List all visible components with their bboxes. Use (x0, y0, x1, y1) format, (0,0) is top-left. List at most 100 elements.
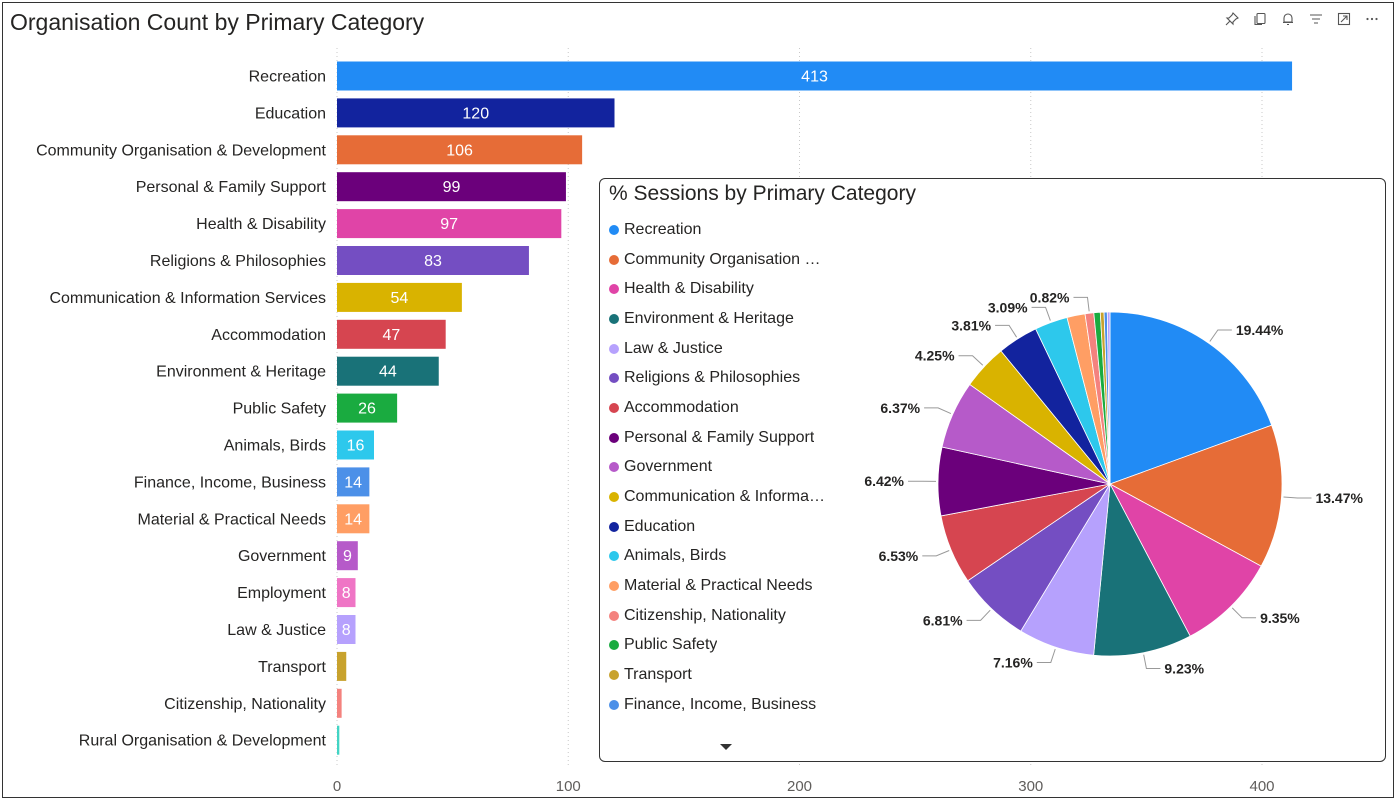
bar-community-organisation-development[interactable] (337, 135, 583, 165)
bar-health-disability[interactable] (337, 209, 562, 239)
legend-item-recreation[interactable]: Recreation (609, 215, 834, 245)
pie-data-label: 7.16% (993, 654, 1033, 670)
legend-item-health-disability[interactable]: Health & Disability (609, 274, 834, 304)
bar-law-justice[interactable] (337, 615, 356, 644)
legend-item-law-justice[interactable]: Law & Justice (609, 334, 834, 364)
pie-data-label: 9.23% (1164, 660, 1204, 676)
bar-accommodation[interactable] (337, 319, 446, 349)
pie-data-label: 9.35% (1260, 610, 1300, 626)
legend-marker (609, 462, 619, 473)
bell-icon[interactable] (1279, 10, 1297, 28)
pie-chart-title: % Sessions by Primary Category (609, 182, 916, 205)
pie-slice[interactable] (1093, 482, 1191, 657)
legend-item-transport[interactable]: Transport (609, 660, 834, 690)
y-category-label: Accommodation (211, 327, 326, 344)
y-category-label: Rural Organisation & Development (79, 733, 327, 750)
pie-data-label: 19.44% (1236, 322, 1284, 338)
pie-leader-line (1209, 329, 1232, 342)
y-category-label: Health & Disability (196, 216, 326, 233)
legend-item-personal-family-support[interactable]: Personal & Family Support (609, 423, 834, 453)
bar-data-label: 8 (342, 622, 351, 639)
bar-personal-family-support[interactable] (337, 172, 566, 202)
bar-transport[interactable] (337, 651, 347, 681)
copy-icon[interactable] (1251, 10, 1269, 28)
legend-item-government[interactable]: Government (609, 453, 834, 483)
legend-item-communication-informa[interactable]: Communication & Informa… (609, 482, 834, 512)
y-category-label: Law & Justice (227, 622, 326, 639)
y-category-label: Personal & Family Support (136, 179, 327, 196)
bar-data-label: 47 (382, 327, 400, 344)
legend-item-animals-birds[interactable]: Animals, Birds (609, 542, 834, 572)
pin-icon[interactable] (1223, 10, 1241, 28)
bar-data-label: 83 (424, 253, 442, 270)
y-category-label: Transport (258, 659, 326, 676)
pie-slice[interactable] (1106, 311, 1111, 485)
pie-slice[interactable] (1109, 483, 1262, 637)
legend-label: Finance, Income, Business (624, 695, 817, 713)
pie-chart: 19.44% 13.47% 9.35% 9.23% 7.16% 6.81% 6.53% 6.4… (864, 289, 1363, 676)
legend-label: Material & Practical Needs (624, 577, 813, 595)
bar-data-label: 120 (462, 105, 489, 122)
pie-chart-card: % Sessions by Primary Category Recreatio… (599, 178, 1386, 762)
bar-rural-organisation-development[interactable] (337, 725, 340, 755)
legend-item-environment-heritage[interactable]: Environment & Heritage (609, 304, 834, 334)
legend-item-finance-income-business[interactable]: Finance, Income, Business (609, 690, 834, 720)
y-category-label: Animals, Birds (224, 438, 326, 455)
legend-label: Community Organisation … (624, 250, 821, 268)
bar-data-label: 54 (391, 290, 409, 307)
legend-marker (609, 313, 619, 324)
bar-data-label: 97 (440, 216, 458, 233)
bar-finance-income-business[interactable] (337, 467, 370, 497)
legend-item-education[interactable]: Education (609, 512, 834, 542)
legend-label: Health & Disability (624, 280, 754, 298)
bar-environment-heritage[interactable] (337, 356, 439, 386)
bar-education[interactable] (337, 98, 615, 128)
pie-data-label: 6.42% (864, 473, 904, 489)
more-icon[interactable] (1363, 10, 1381, 28)
pie-leader-line (995, 324, 1018, 338)
bar-data-label: 14 (344, 474, 362, 491)
y-category-label: Recreation (249, 69, 326, 86)
pie-data-label: 6.81% (923, 612, 963, 628)
legend-item-material-practical-needs[interactable]: Material & Practical Needs (609, 571, 834, 601)
legend-marker (609, 521, 619, 532)
legend-item-citizenship-nationality[interactable]: Citizenship, Nationality (609, 601, 834, 631)
bar-religions-philosophies[interactable] (337, 246, 529, 275)
legend-label: Communication & Informa… (624, 488, 825, 506)
pie-data-label: 3.81% (951, 317, 991, 333)
pie-data-label: 6.37% (880, 400, 920, 416)
y-category-label: Employment (237, 585, 326, 602)
bar-government[interactable] (337, 541, 358, 571)
legend-marker (609, 224, 619, 235)
legend-item-community-organisation[interactable]: Community Organisation … (609, 245, 834, 275)
y-category-label: Public Safety (233, 401, 326, 418)
legend-marker (609, 284, 619, 295)
legend-scroll-down-icon[interactable] (720, 744, 732, 750)
pie-leader-line (924, 407, 952, 414)
bar-employment[interactable] (337, 578, 356, 608)
legend-label: Accommodation (624, 398, 739, 416)
legend-item-religions-philosophies[interactable]: Religions & Philosophies (609, 363, 834, 393)
legend-marker (609, 551, 619, 562)
visual-header-toolbar (1223, 10, 1381, 28)
legend-marker (609, 402, 619, 413)
bar-data-label: 9 (343, 548, 352, 565)
bar-citizenship-nationality[interactable] (337, 688, 342, 718)
bar-data-label: 106 (446, 142, 473, 159)
legend-item-accommodation[interactable]: Accommodation (609, 393, 834, 423)
bar-communication-information-services[interactable] (337, 282, 462, 312)
bar-recreation[interactable] (337, 61, 1293, 91)
legend-marker (609, 373, 619, 384)
filter-icon[interactable] (1307, 10, 1325, 28)
legend-item-public-safety[interactable]: Public Safety (609, 631, 834, 661)
pie-slice[interactable] (1109, 424, 1283, 567)
bar-material-practical-needs[interactable] (337, 504, 370, 534)
legend-marker (609, 581, 619, 592)
pie-leader-line (922, 550, 950, 557)
bar-data-label: 14 (344, 511, 362, 528)
pie-slice[interactable] (1109, 311, 1273, 485)
bar-animals-birds[interactable] (337, 430, 374, 460)
expand-icon[interactable] (1335, 10, 1353, 28)
bar-data-label: 16 (347, 438, 365, 455)
bar-public-safety[interactable] (337, 393, 398, 423)
